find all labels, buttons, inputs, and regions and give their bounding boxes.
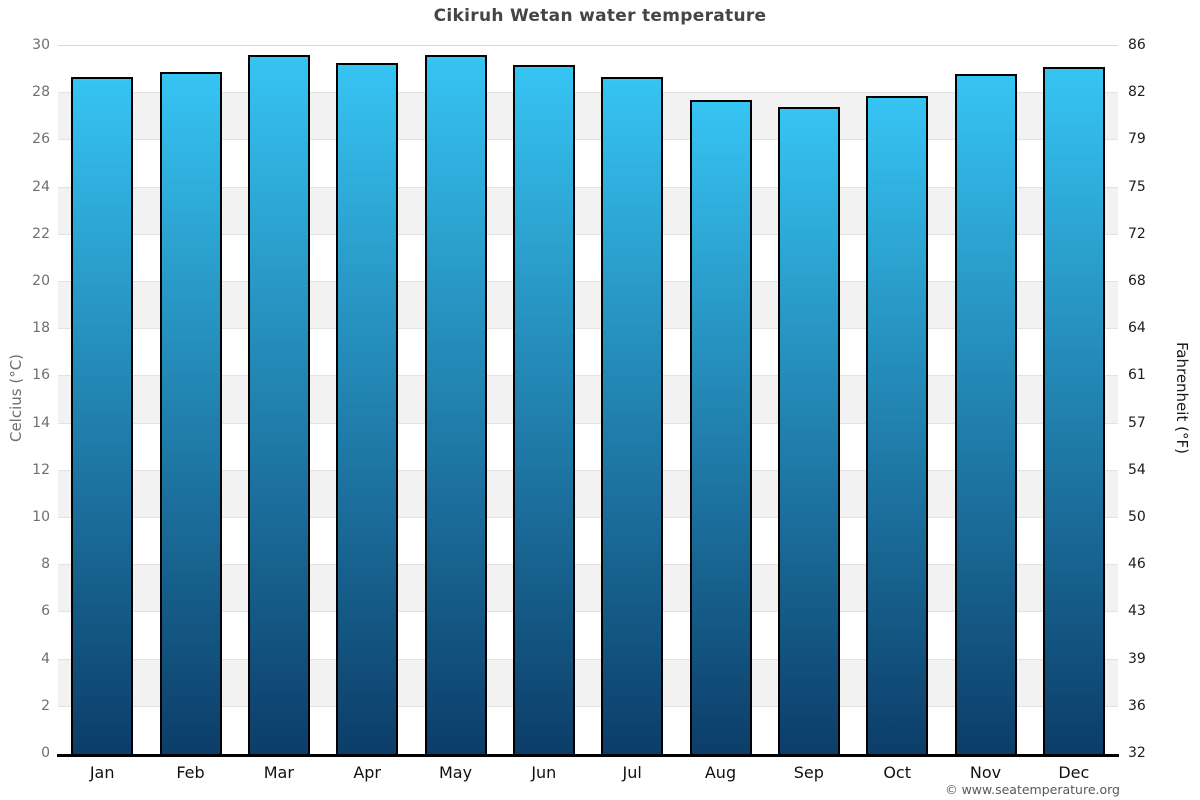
gridline <box>58 517 1118 518</box>
xtick-label-nov: Nov <box>969 763 1002 782</box>
bar-may <box>424 55 487 754</box>
bar-apr <box>336 62 399 754</box>
right-ytick-label: 32 <box>1128 745 1146 761</box>
bar-jul <box>601 76 664 754</box>
bar-nov <box>954 74 1017 754</box>
gridline <box>58 233 1118 235</box>
xtick-label-jan: Jan <box>89 763 115 782</box>
plot-band <box>58 659 1118 707</box>
gridline <box>58 92 1118 94</box>
left-ytick-label: 20 <box>32 273 50 289</box>
left-y-axis-title: Celcius (°C) <box>7 353 25 443</box>
plot-band <box>58 187 1118 235</box>
left-ytick-label: 8 <box>41 556 50 573</box>
bar-dec <box>1042 67 1105 754</box>
right-y-axis-title: Fahrenheit (°F) <box>1173 342 1191 454</box>
right-ytick-label: 46 <box>1128 556 1146 573</box>
xtick-label-oct: Oct <box>883 763 911 782</box>
left-ytick-label: 4 <box>41 650 50 667</box>
gridline <box>58 375 1118 377</box>
left-ytick-label: 24 <box>32 178 50 195</box>
xtick-label-jun: Jun <box>531 763 557 782</box>
right-ytick-label: 82 <box>1128 84 1146 101</box>
bar-jun <box>512 64 575 754</box>
right-ytick-label: 64 <box>1128 320 1146 337</box>
bar-aug <box>689 100 752 754</box>
left-ytick-label: 16 <box>32 367 50 384</box>
left-ytick-label: 30 <box>32 37 50 53</box>
xtick-label-apr: Apr <box>353 763 381 782</box>
right-ytick-label: 75 <box>1128 178 1146 195</box>
left-ytick-label: 14 <box>32 414 50 431</box>
left-ytick-label: 0 <box>41 745 50 761</box>
gridline <box>58 281 1118 282</box>
left-ytick-label: 10 <box>32 509 50 525</box>
left-ytick-label: 18 <box>32 320 50 337</box>
right-ytick-label: 54 <box>1128 461 1146 478</box>
right-ytick-label: 72 <box>1128 225 1146 242</box>
right-ytick-label: 50 <box>1128 509 1146 525</box>
copyright-text: © www.seatemperature.org <box>945 782 1120 797</box>
gridline <box>58 422 1118 424</box>
xtick-label-feb: Feb <box>176 763 205 782</box>
right-ytick-label: 79 <box>1128 131 1146 148</box>
right-ytick-label: 61 <box>1128 367 1146 384</box>
plot-band <box>58 565 1118 613</box>
gridline <box>58 328 1118 330</box>
gridline <box>58 611 1118 613</box>
bar-jan <box>71 76 134 754</box>
left-ytick-label: 12 <box>32 461 50 478</box>
xtick-label-jul: Jul <box>622 763 642 782</box>
gridline <box>58 658 1118 660</box>
bar-mar <box>247 55 310 754</box>
plot-area <box>57 45 1119 757</box>
bar-oct <box>866 95 929 754</box>
left-ytick-label: 26 <box>32 131 50 148</box>
xtick-label-dec: Dec <box>1058 763 1090 782</box>
right-ytick-label: 86 <box>1128 37 1146 53</box>
x-axis-line <box>57 754 1119 757</box>
plot-band <box>58 376 1118 424</box>
xtick-label-mar: Mar <box>263 763 294 782</box>
gridline <box>58 564 1118 566</box>
gridline <box>58 139 1118 141</box>
left-ytick-label: 28 <box>32 84 50 101</box>
left-ytick-label: 6 <box>41 603 50 620</box>
right-ytick-label: 39 <box>1128 650 1146 667</box>
left-ytick-label: 22 <box>32 225 50 242</box>
gridline <box>58 705 1118 707</box>
right-ytick-label: 57 <box>1128 414 1146 431</box>
right-ytick-label: 68 <box>1128 273 1146 289</box>
plot-band <box>58 470 1118 518</box>
left-ytick-label: 2 <box>41 697 50 714</box>
right-ytick-label: 43 <box>1128 603 1146 620</box>
gridline <box>58 186 1118 188</box>
xtick-label-sep: Sep <box>793 763 824 782</box>
bar-sep <box>777 107 840 754</box>
xtick-label-may: May <box>438 763 473 782</box>
chart-title: Cikiruh Wetan water temperature <box>433 6 767 26</box>
right-ytick-label: 36 <box>1128 697 1146 714</box>
bar-feb <box>159 71 222 754</box>
plot-band <box>58 93 1118 141</box>
xtick-label-aug: Aug <box>704 763 737 782</box>
plot-band <box>58 282 1118 330</box>
gridline <box>58 469 1118 471</box>
